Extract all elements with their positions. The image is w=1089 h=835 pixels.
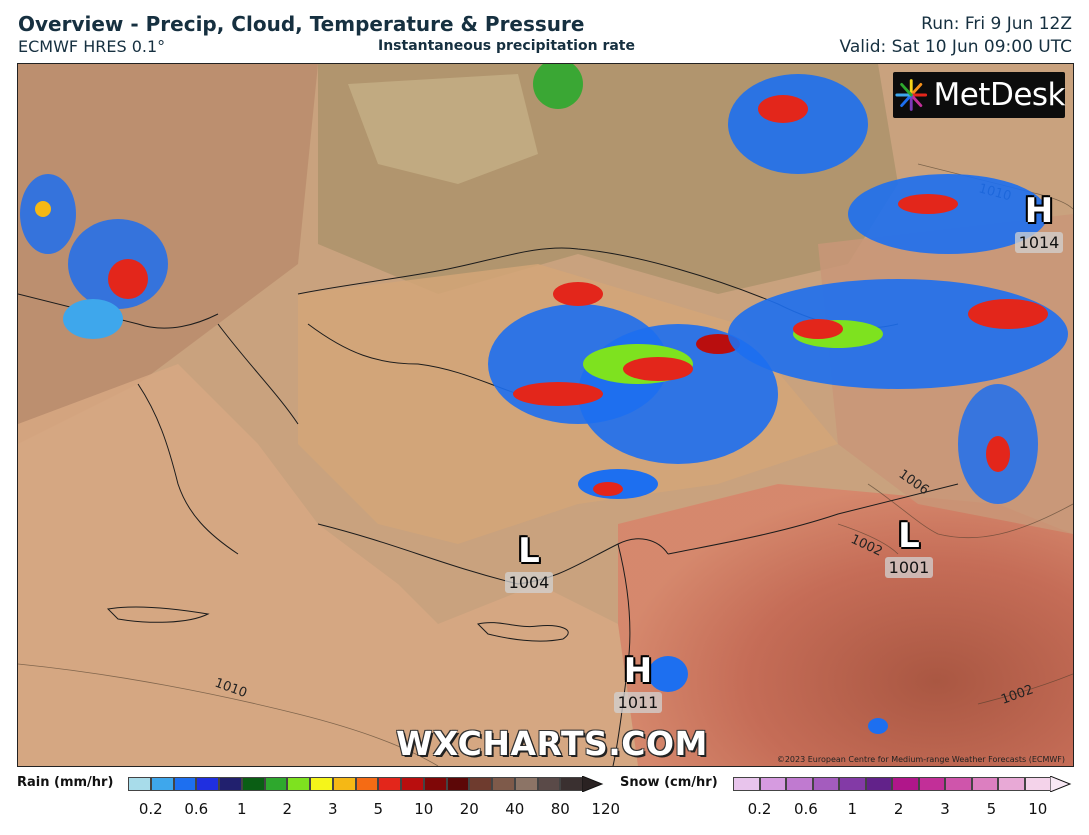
colorbar-tick-label: 80 [550, 800, 570, 818]
colorbar-tick-label: 0.2 [138, 800, 163, 818]
colorbar-swatch [945, 777, 972, 791]
rain-legend-label: Rain (mm/hr) [17, 775, 114, 790]
colorbar-swatch [812, 777, 839, 791]
colorbar-tick-label: 1 [236, 800, 247, 818]
colorbar-swatch [241, 777, 265, 791]
colorbar-swatch [492, 777, 515, 791]
snow-colorbar-arrow [1050, 776, 1072, 792]
colorbar-tick-label: 120 [591, 800, 621, 818]
snow-colorbar [733, 777, 1051, 791]
colorbar-tick-label: 3 [327, 800, 338, 818]
balkans-land [18, 64, 318, 444]
precip-central [488, 282, 778, 499]
colorbar-swatch [355, 777, 379, 791]
colorbar-swatch [759, 777, 786, 791]
colorbar-swatch [150, 777, 174, 791]
colorbar-swatch [401, 777, 424, 791]
colorbar-tick-label: 10 [414, 800, 434, 818]
snow-ticks: 0.2 0.6 1 2 3 5 10 [733, 800, 1051, 820]
colorbar-tick-label: 0.2 [747, 800, 772, 818]
weather-map[interactable]: 1010 1006 1002 1002 1010 [17, 63, 1074, 767]
colorbar-swatch [469, 777, 492, 791]
colorbar-swatch [332, 777, 356, 791]
colorbar-swatch [446, 777, 470, 791]
rain-ticks: 0.2 0.6 1 2 3 5 10 20 40 80 120 [128, 800, 620, 820]
colorbar-swatch [537, 777, 561, 791]
colorbar-swatch [264, 777, 288, 791]
colorbar-tick-label: 10 [1028, 800, 1048, 818]
model-label: ECMWF HRES 0.1° [18, 37, 166, 56]
middle-east-land [618, 484, 1073, 766]
colorbar-tick-label: 2 [893, 800, 904, 818]
pressure-letter: L [518, 531, 540, 571]
pressure-low: L 1004 [499, 534, 559, 593]
colorbar-swatch [514, 777, 538, 791]
metdesk-logo: MetDesk [893, 72, 1065, 118]
valid-time: Valid: Sat 10 Jun 09:00 UTC [839, 37, 1072, 57]
pressure-value: 1011 [613, 692, 663, 713]
precip-west [20, 174, 168, 339]
pressure-value: 1001 [884, 557, 934, 578]
colorbar-swatch [971, 777, 998, 791]
pressure-high: H 1014 [1009, 194, 1069, 253]
colorbar-tick-label: 20 [459, 800, 479, 818]
colorbar-swatch [310, 777, 333, 791]
colorbar-tick-label: 40 [505, 800, 525, 818]
colorbar-swatch [196, 777, 219, 791]
colorbar-swatch [173, 777, 197, 791]
colorbar-tick-label: 2 [282, 800, 293, 818]
colorbar-tick-label: 0.6 [793, 800, 818, 818]
pressure-high: H 1011 [608, 654, 668, 713]
wxcharts-watermark: WXCHARTS.COM [396, 724, 708, 763]
precip-east [533, 64, 1068, 504]
rain-colorbar-arrow [582, 776, 604, 792]
pressure-value: 1014 [1014, 232, 1064, 253]
colorbar-swatch [786, 777, 813, 791]
chart-title: Overview - Precip, Cloud, Temperature & … [18, 12, 585, 36]
metdesk-logo-text: MetDesk [933, 77, 1065, 113]
colorbar-tick-label: 5 [373, 800, 384, 818]
colorbar-swatch [378, 777, 401, 791]
precip-south [648, 656, 888, 734]
colorbar-swatch [892, 777, 919, 791]
snow-legend-label: Snow (cm/hr) [620, 775, 718, 790]
colorbar-swatch [733, 777, 760, 791]
pressure-value: 1004 [504, 572, 554, 593]
precip-cells [20, 64, 1068, 734]
metdesk-logo-icon [895, 79, 928, 111]
colorbar-swatch [1024, 777, 1051, 791]
colorbar-swatch [128, 777, 151, 791]
pressure-low: L 1001 [879, 519, 939, 578]
pressure-letter: H [623, 651, 653, 691]
colorbar-swatch [219, 777, 242, 791]
pressure-letter: L [898, 516, 920, 556]
colorbar-swatch [918, 777, 945, 791]
colorbar-swatch [560, 777, 583, 791]
colorbar-swatch [839, 777, 866, 791]
colorbar-swatch [287, 777, 310, 791]
colorbar-tick-label: 3 [940, 800, 950, 818]
rain-colorbar [128, 777, 583, 791]
colorbar-swatch [998, 777, 1025, 791]
chart-subtitle: Instantaneous precipitation rate [378, 38, 635, 54]
colorbar-swatch [865, 777, 892, 791]
pressure-letter: H [1024, 191, 1054, 231]
colorbar-swatch [423, 777, 447, 791]
colorbar-tick-label: 0.6 [184, 800, 209, 818]
map-canvas: 1010 1006 1002 1002 1010 [18, 64, 1073, 766]
run-time: Run: Fri 9 Jun 12Z [921, 14, 1072, 34]
copyright-notice: ©2023 European Centre for Medium-range W… [776, 755, 1065, 764]
colorbar-tick-label: 5 [986, 800, 997, 818]
colorbar-tick-label: 1 [847, 800, 858, 818]
